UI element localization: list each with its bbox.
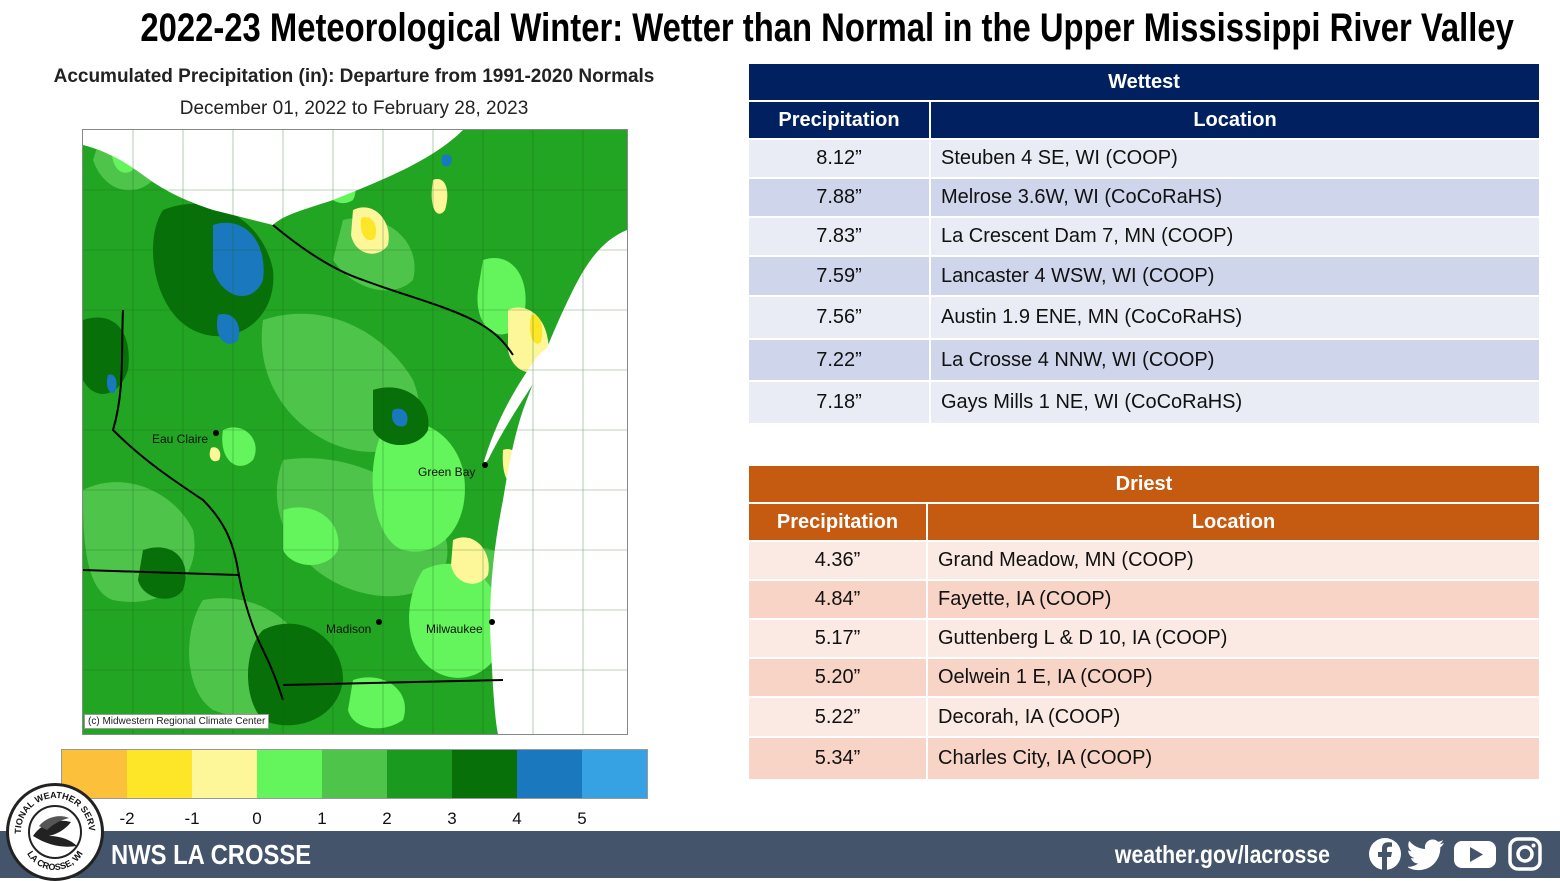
nws-emblem-graphic: NATIONAL WEATHER SERVICE LA CROSSE, WI (9, 786, 99, 876)
driest-location: Grand Meadow, MN (COOP) (938, 549, 1194, 571)
city-label-milwaukee: Milwaukee (426, 622, 483, 636)
legend-tick: 4 (512, 809, 522, 828)
table-row: 7.59” Lancaster 4 WSW, WI (COOP) (749, 257, 1539, 295)
table-row: 8.12” Steuben 4 SE, WI (COOP) (749, 140, 1539, 177)
driest-precip: 5.17” (814, 627, 861, 649)
table-row: 5.20” Oelwein 1 E, IA (COOP) (749, 659, 1539, 696)
wettest-precip: 8.12” (816, 147, 862, 169)
city-label-eau-claire: Eau Claire (152, 432, 209, 446)
map-graphic (83, 130, 627, 734)
legend-tick: 5 (577, 809, 587, 828)
table-row: 5.34” Charles City, IA (COOP) (749, 738, 1539, 779)
driest-precip: 4.84” (814, 588, 861, 610)
table-row: 4.36” Grand Meadow, MN (COOP) (749, 542, 1539, 579)
legend-swatch (452, 750, 517, 798)
wettest-precip: 7.88” (816, 186, 862, 208)
legend-swatch (127, 750, 192, 798)
legend-swatch (387, 750, 452, 798)
wettest-table: Wettest Precipitation Location 8.12” Ste… (747, 62, 1541, 425)
legend-tick: 3 (447, 809, 457, 828)
table-row: 7.88” Melrose 3.6W, WI (CoCoRaHS) (749, 179, 1539, 216)
green-bay-waters (483, 348, 553, 465)
legend-tick: -1 (184, 809, 200, 828)
wettest-location: Lancaster 4 WSW, WI (COOP) (941, 264, 1215, 287)
wettest-precip: 7.83” (816, 225, 862, 247)
driest-table: Driest Precipitation Location 4.36” Gran… (747, 464, 1541, 781)
legend-tick: 0 (252, 809, 262, 828)
table-row: 7.56” Austin 1.9 ENE, MN (CoCoRaHS) (749, 297, 1539, 338)
color-legend (61, 749, 648, 799)
map-copyright: (c) Midwestern Regional Climate Center (84, 714, 270, 729)
driest-location: Guttenberg L & D 10, IA (COOP) (938, 627, 1228, 649)
county-lines (83, 130, 627, 734)
legend-swatch (257, 750, 322, 798)
wettest-col-precipitation: Precipitation (749, 102, 929, 138)
driest-precip: 5.22” (814, 705, 861, 728)
legend-tick: 1 (317, 809, 327, 828)
map-zone-4-5 (106, 154, 452, 427)
nws-logo: NATIONAL WEATHER SERVICE LA CROSSE, WI (6, 783, 104, 881)
driest-precip: 5.34” (814, 747, 861, 769)
table-row: 4.84” Fayette, IA (COOP) (749, 581, 1539, 618)
instagram-icon[interactable] (1508, 837, 1542, 871)
wettest-location: Gays Mills 1 NE, WI (CoCoRaHS) (941, 391, 1243, 413)
wettest-location: Steuben 4 SE, WI (COOP) (941, 147, 1178, 169)
wettest-location: La Crosse 4 NNW, WI (COOP) (941, 348, 1215, 371)
footer-bar: NWS LA CROSSE weather.gov/lacrosse (0, 831, 1560, 878)
wettest-location: Austin 1.9 ENE, MN (CoCoRaHS) (941, 306, 1243, 328)
legend-tick: -2 (119, 809, 135, 828)
legend-tick: 2 (382, 809, 392, 828)
lake-michigan (490, 230, 627, 734)
wettest-precip: 7.59” (816, 264, 862, 287)
driest-location: Fayette, IA (COOP) (938, 588, 1112, 610)
city-label-green-bay: Green Bay (418, 465, 476, 479)
driest-location: Charles City, IA (COOP) (938, 747, 1153, 769)
wettest-precip: 7.22” (816, 348, 862, 371)
table-row: 7.22” La Crosse 4 NNW, WI (COOP) (749, 340, 1539, 380)
twitter-icon[interactable] (1408, 837, 1446, 871)
legend-swatch (517, 750, 582, 798)
page-title: 2022-23 Meteorological Winter: Wetter th… (140, 6, 1514, 50)
website-link[interactable]: weather.gov/lacrosse (1115, 841, 1330, 869)
wettest-location: La Crescent Dam 7, MN (COOP) (941, 225, 1234, 247)
driest-precip: 4.36” (814, 549, 861, 571)
wettest-precip: 7.56” (816, 306, 862, 328)
table-row: 5.22” Decorah, IA (COOP) (749, 698, 1539, 736)
facebook-icon[interactable] (1368, 837, 1402, 871)
city-markers (213, 430, 495, 625)
legend-swatch (322, 750, 387, 798)
driest-title: Driest (749, 466, 1539, 502)
wettest-col-location: Location (931, 102, 1539, 138)
legend-swatch (582, 750, 647, 798)
map-date-range: December 01, 2022 to February 28, 2023 (179, 98, 529, 119)
driest-col-precipitation: Precipitation (749, 504, 926, 540)
map-title: Accumulated Precipitation (in): Departur… (53, 66, 655, 87)
youtube-icon[interactable] (1453, 837, 1497, 871)
driest-location: Oelwein 1 E, IA (COOP) (938, 666, 1153, 688)
precipitation-departure-map (82, 129, 628, 735)
office-name: NWS LA CROSSE (111, 839, 312, 870)
wettest-title: Wettest (749, 64, 1539, 100)
driest-location: Decorah, IA (COOP) (938, 705, 1121, 728)
table-row: 7.18” Gays Mills 1 NE, WI (CoCoRaHS) (749, 382, 1539, 423)
driest-precip: 5.20” (814, 666, 861, 688)
table-row: 7.83” La Crescent Dam 7, MN (COOP) (749, 218, 1539, 255)
table-row: 5.17” Guttenberg L & D 10, IA (COOP) (749, 620, 1539, 657)
wettest-location: Melrose 3.6W, WI (CoCoRaHS) (941, 186, 1223, 208)
city-label-madison: Madison (326, 622, 372, 636)
legend-swatch (192, 750, 257, 798)
state-borders (83, 224, 514, 701)
lake-superior (83, 130, 463, 225)
driest-col-location: Location (928, 504, 1539, 540)
wettest-precip: 7.18” (816, 391, 862, 413)
